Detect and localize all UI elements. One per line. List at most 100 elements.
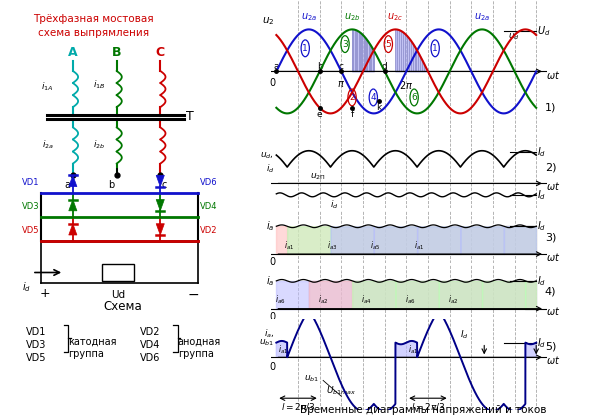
Text: $i_a$: $i_a$ [266, 274, 274, 288]
Text: $U_d$: $U_d$ [537, 24, 551, 38]
Text: $u_{2b}$: $u_{2b}$ [344, 11, 361, 23]
Text: f: f [350, 110, 354, 119]
Text: $I_d$: $I_d$ [537, 188, 547, 202]
Text: $u_{b1}$: $u_{b1}$ [259, 338, 274, 349]
Text: $u_d$: $u_d$ [508, 32, 520, 42]
Text: $2\pi$: $2\pi$ [399, 79, 414, 91]
Text: 0: 0 [269, 362, 275, 372]
Text: $I_d$: $I_d$ [537, 274, 547, 288]
Text: $I_d$: $I_d$ [537, 219, 547, 233]
Text: $i_{a3}$: $i_{a3}$ [327, 239, 337, 252]
Text: Временные диаграммы напряжений и токов: Временные диаграммы напряжений и токов [300, 405, 547, 415]
Text: b: b [317, 62, 322, 71]
Text: $u_2$: $u_2$ [262, 15, 274, 27]
Text: $i_a$: $i_a$ [266, 219, 274, 233]
Text: a: a [274, 62, 279, 71]
Text: 5): 5) [545, 341, 556, 351]
Text: 5: 5 [386, 39, 391, 49]
Text: c: c [339, 62, 344, 71]
Text: 4: 4 [371, 93, 376, 102]
Text: Ud: Ud [111, 290, 125, 300]
Text: $\omega t$: $\omega t$ [546, 251, 560, 263]
Text: $u_{b1}$: $u_{b1}$ [305, 373, 319, 384]
Text: 2: 2 [349, 93, 355, 102]
Text: 0: 0 [269, 312, 275, 322]
Text: $i_{1A}$: $i_{1A}$ [42, 81, 54, 93]
Text: $i_{a6}$: $i_{a6}$ [405, 294, 415, 307]
Text: $i_{a5}$: $i_{a5}$ [370, 239, 380, 252]
Text: VD1: VD1 [22, 178, 39, 187]
Text: $i_{d}$: $i_{d}$ [330, 198, 339, 210]
Text: A: A [68, 46, 77, 59]
Text: Схема: Схема [103, 300, 142, 313]
Text: Трёхфазная мостовая
схема выпрямления: Трёхфазная мостовая схема выпрямления [33, 14, 154, 39]
Text: 0: 0 [269, 78, 275, 88]
Text: VD2
VD4
VD6: VD2 VD4 VD6 [140, 327, 160, 363]
Polygon shape [69, 175, 77, 186]
Text: c: c [161, 180, 166, 190]
Text: $\pi$: $\pi$ [337, 79, 345, 89]
Text: $i_{a1}$: $i_{a1}$ [278, 344, 288, 357]
Text: $I_d$: $I_d$ [537, 336, 547, 349]
Text: 1: 1 [302, 44, 308, 53]
Text: VD2: VD2 [200, 226, 217, 235]
Text: $i_{2b}$: $i_{2b}$ [93, 139, 105, 151]
Text: $u_{2a}$: $u_{2a}$ [474, 11, 490, 23]
Text: 0: 0 [269, 257, 275, 268]
Text: Rd: Rd [111, 268, 125, 278]
Text: $i_d$: $i_d$ [21, 281, 31, 294]
Text: $l=2\pi/3$: $l=2\pi/3$ [281, 401, 315, 412]
Text: $i_{a4}$: $i_{a4}$ [361, 294, 372, 307]
Text: b: b [108, 180, 114, 190]
Text: 3: 3 [342, 39, 348, 49]
Polygon shape [156, 175, 164, 186]
Text: $I_d$: $I_d$ [460, 328, 469, 341]
Text: VD1
VD3
VD5: VD1 VD3 VD5 [26, 327, 46, 363]
Text: $u_{2\Pi}$: $u_{2\Pi}$ [310, 171, 325, 182]
Text: VD5: VD5 [22, 226, 39, 235]
Text: $\omega t$: $\omega t$ [546, 305, 560, 318]
Text: VD3: VD3 [21, 202, 39, 211]
Text: 4): 4) [545, 287, 557, 297]
Text: 1): 1) [545, 102, 556, 112]
Text: +: + [40, 287, 51, 300]
Text: k: k [377, 103, 382, 112]
Text: анодная
группа: анодная группа [178, 337, 221, 360]
Polygon shape [156, 224, 164, 235]
Text: −: − [188, 287, 200, 302]
Text: $l=2\pi/3$: $l=2\pi/3$ [411, 401, 445, 412]
Text: $i_{2a}$: $i_{2a}$ [42, 139, 54, 151]
Text: $\omega t$: $\omega t$ [546, 69, 560, 81]
Text: d: d [382, 62, 387, 71]
Text: 6: 6 [411, 93, 417, 102]
Text: e: e [317, 110, 322, 119]
Text: VD6: VD6 [200, 178, 217, 187]
Text: VD4: VD4 [200, 202, 217, 211]
Polygon shape [69, 200, 77, 211]
Text: катодная
группа: катодная группа [69, 337, 117, 360]
Text: $i_a,$: $i_a,$ [264, 327, 274, 339]
Text: T: T [187, 110, 194, 123]
Text: $i_{a1}$: $i_{a1}$ [408, 344, 418, 357]
Text: $\omega t$: $\omega t$ [546, 354, 560, 365]
Text: 1: 1 [432, 44, 438, 53]
Polygon shape [156, 200, 164, 211]
Text: $u_{2c}$: $u_{2c}$ [387, 11, 403, 23]
Text: $i_{a1}$: $i_{a1}$ [284, 239, 294, 252]
Text: 2): 2) [545, 162, 557, 172]
Text: $u_{d},$: $u_{d},$ [260, 150, 274, 161]
Text: $i_{a1}$: $i_{a1}$ [414, 239, 424, 252]
Text: 3): 3) [545, 232, 556, 242]
Text: $\omega t$: $\omega t$ [546, 180, 560, 192]
Text: a: a [64, 180, 70, 190]
Bar [102, 265, 134, 281]
Text: $I_d$: $I_d$ [537, 145, 547, 159]
Text: $U_{b1max}$: $U_{b1max}$ [326, 385, 356, 397]
Text: $i_{1B}$: $i_{1B}$ [93, 79, 105, 91]
Text: C: C [156, 46, 165, 59]
Text: $i_d$: $i_d$ [266, 163, 274, 175]
Text: B: B [112, 46, 122, 59]
Text: $i_{a6}$: $i_{a6}$ [275, 294, 285, 307]
Text: $i_{a2}$: $i_{a2}$ [448, 294, 458, 307]
Text: $i_{a2}$: $i_{a2}$ [318, 294, 328, 307]
